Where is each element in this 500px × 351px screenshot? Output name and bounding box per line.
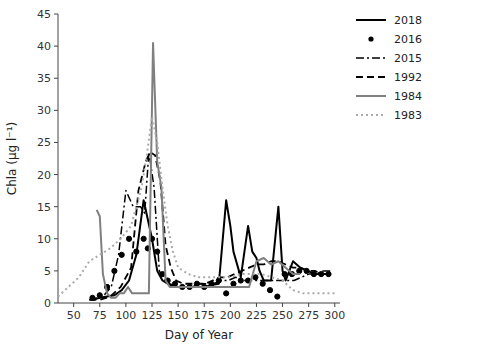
x-tick-label: 175: [194, 309, 215, 322]
series-point: [231, 281, 236, 286]
series-point: [141, 236, 146, 241]
x-tick: [334, 303, 335, 307]
series-point: [275, 294, 280, 299]
series-line: [97, 43, 301, 298]
y-tick-label: 20: [37, 169, 51, 182]
series-point: [260, 281, 265, 286]
series-point: [267, 288, 272, 293]
series-line: [58, 117, 335, 297]
series-point: [238, 278, 243, 283]
series-point: [134, 249, 139, 254]
x-tick-label: 75: [93, 309, 107, 322]
y-tick: [54, 14, 58, 15]
y-tick-label: 45: [37, 8, 51, 21]
x-tick-label: 250: [272, 309, 293, 322]
x-tick-label: 200: [220, 309, 241, 322]
x-axis-label: Day of Year: [165, 328, 233, 342]
x-tick: [204, 303, 205, 307]
legend-swatch: [356, 19, 386, 21]
y-tick: [54, 174, 58, 175]
y-tick-label: 25: [37, 136, 51, 149]
y-tick-label: 40: [37, 40, 51, 53]
legend-label: 1984: [394, 90, 422, 103]
series-line: [92, 200, 329, 300]
y-tick-label: 35: [37, 72, 51, 85]
y-tick-label: 15: [37, 201, 51, 214]
x-tick: [282, 303, 283, 307]
series-point: [224, 291, 229, 296]
y-tick: [54, 142, 58, 143]
y-tick: [54, 303, 58, 304]
x-tick: [178, 303, 179, 307]
series-point: [282, 272, 287, 277]
legend-swatch: [356, 95, 386, 97]
series-point: [119, 252, 124, 257]
x-tick: [152, 303, 153, 307]
y-tick-label: 10: [37, 233, 51, 246]
series: [92, 200, 329, 300]
x-tick-label: 150: [168, 309, 189, 322]
legend-swatch: [368, 36, 373, 41]
data: [58, 43, 335, 301]
y-tick: [54, 78, 58, 79]
series: [97, 43, 301, 298]
x-tick-label: 125: [142, 309, 163, 322]
legend-label: 2016: [394, 33, 422, 46]
x-tick: [99, 303, 100, 307]
x-tick: [256, 303, 257, 307]
x-axis-line: [58, 303, 340, 304]
chart: 50 75 100 125 150 175 200 225 250 275 300 0 5 10 15 20 2…: [0, 0, 500, 351]
series: [58, 117, 335, 297]
series-point: [297, 268, 302, 273]
legend-swatch: [356, 114, 386, 116]
x-tick: [230, 303, 231, 307]
x-tick-label: 100: [115, 309, 136, 322]
y-tick-label: 30: [37, 104, 51, 117]
y-tick: [54, 110, 58, 111]
x-tick: [73, 303, 74, 307]
legend: 2018 2016 2015 1992 1984 1983: [356, 14, 422, 122]
series-point: [253, 275, 258, 280]
x-tick-label: 50: [67, 309, 81, 322]
legend-swatch: [356, 57, 386, 59]
legend-swatch: [356, 76, 386, 78]
y-tick: [54, 206, 58, 207]
x-tick-label: 275: [298, 309, 319, 322]
y-tick: [54, 46, 58, 47]
y-axis-label: Chla (µg l⁻¹): [5, 122, 19, 195]
x-tick-label: 300: [324, 309, 345, 322]
y-tick: [54, 270, 58, 271]
y-tick-label: 0: [44, 297, 51, 310]
x-tick: [308, 303, 309, 307]
legend-label: 2015: [394, 52, 422, 65]
y-axis-line: [58, 14, 59, 303]
legend-label: 1983: [394, 109, 422, 122]
legend-label: 1992: [394, 71, 422, 84]
legend-label: 2018: [394, 14, 422, 27]
series-point: [126, 236, 131, 241]
y-tick-label: 5: [44, 265, 51, 278]
x-tick: [125, 303, 126, 307]
series-point: [97, 293, 102, 298]
y-tick: [54, 238, 58, 239]
axes: 50 75 100 125 150 175 200 225 250 275 300 0 5 10 15 20 2…: [37, 8, 345, 322]
series-point: [112, 268, 117, 273]
x-tick-label: 225: [246, 309, 267, 322]
series-point: [155, 249, 160, 254]
